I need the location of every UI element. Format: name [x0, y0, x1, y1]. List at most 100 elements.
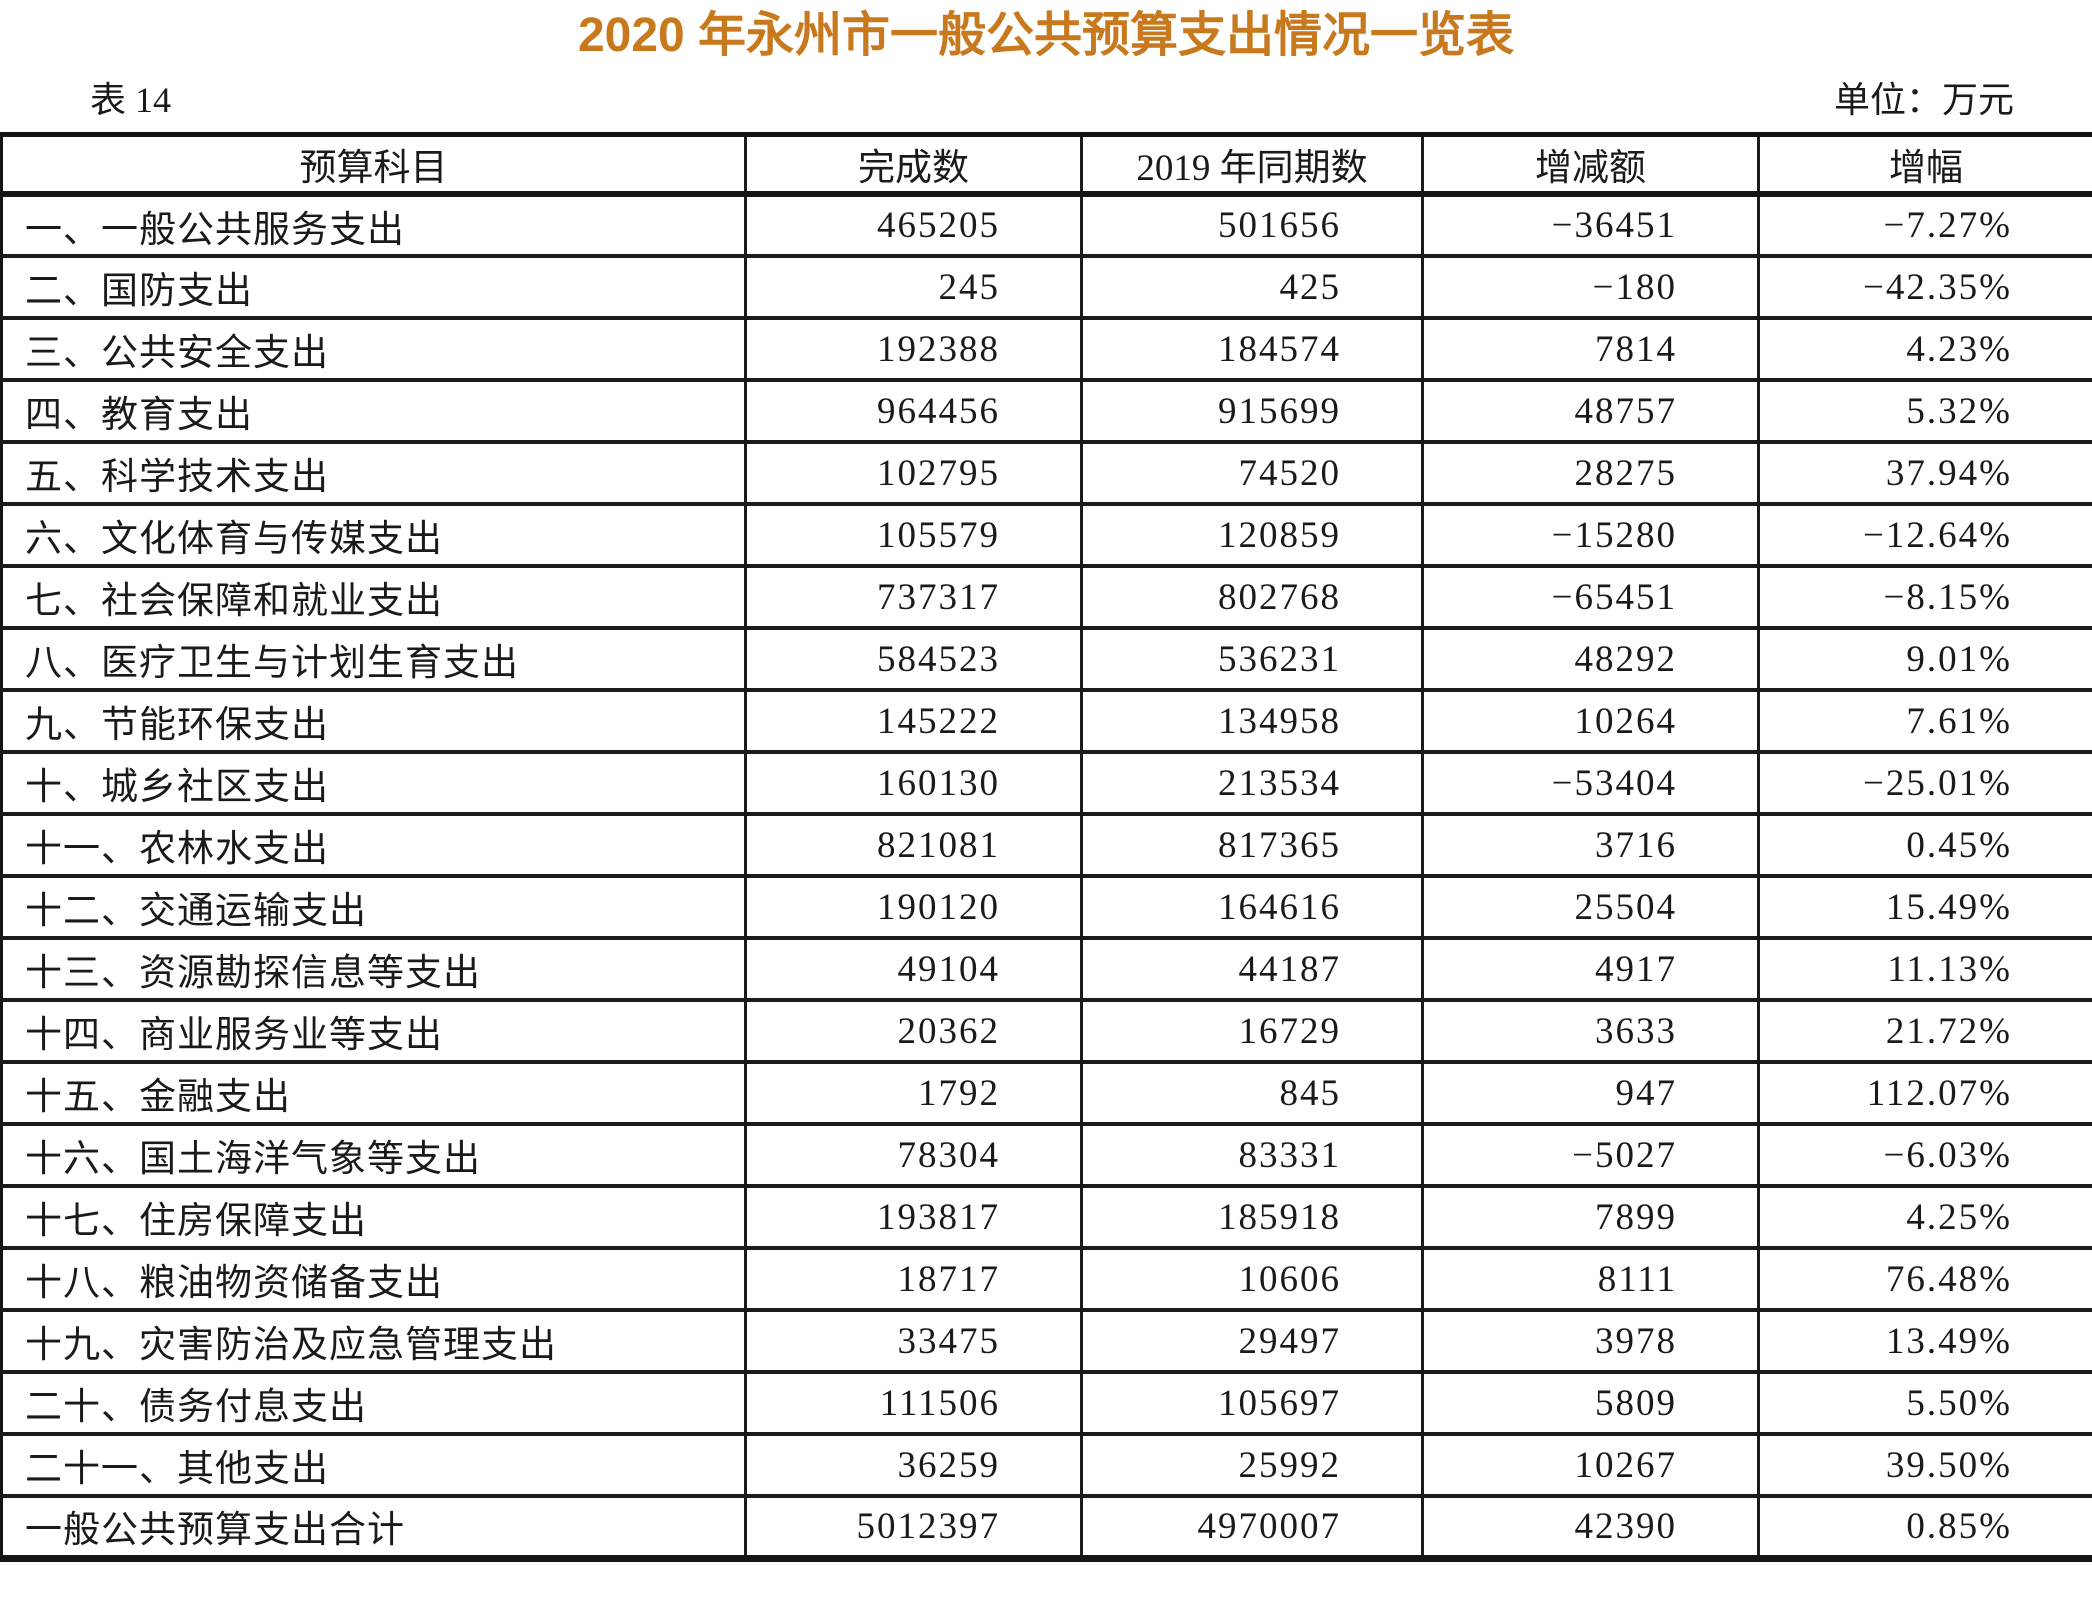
change-amount-cell: −65451: [1421, 566, 1759, 630]
table-row: 十二、交通运输支出 190120 164616 25504 15.49%: [1, 876, 2092, 940]
budget-subject-cell: 十四、商业服务业等支出: [1, 1000, 746, 1064]
change-rate-cell: 112.07%: [1757, 1062, 2092, 1126]
table-row: 十七、住房保障支出 193817 185918 7899 4.25%: [1, 1186, 2092, 1250]
change-amount-cell: −53404: [1421, 752, 1759, 816]
column-header-change-rate: 增幅: [1757, 134, 2092, 197]
table-row: 六、文化体育与传媒支出 105579 120859 −15280 −12.64%: [1, 504, 2092, 568]
table-row: 十五、金融支出 1792 845 947 112.07%: [1, 1062, 2092, 1126]
table-row: 十六、国土海洋气象等支出 78304 83331 −5027 −6.03%: [1, 1124, 2092, 1188]
budget-subject-cell: 十八、粮油物资储备支出: [1, 1248, 746, 1312]
change-amount-cell: 947: [1421, 1062, 1759, 1126]
prior-year-value-cell: 915699: [1080, 380, 1423, 444]
change-amount-cell: 10267: [1421, 1434, 1759, 1498]
table-number-label: 表 14: [90, 80, 172, 120]
change-rate-cell: 37.94%: [1757, 442, 2092, 506]
change-rate-cell: 0.45%: [1757, 814, 2092, 878]
change-rate-cell: −42.35%: [1757, 256, 2092, 320]
prior-year-value-cell: 802768: [1080, 566, 1423, 630]
budget-subject-cell: 二十、债务付息支出: [1, 1372, 746, 1436]
column-header-2019-same-period: 2019 年同期数: [1080, 134, 1423, 197]
column-header-change-amount: 增减额: [1421, 134, 1759, 197]
prior-year-value-cell: 213534: [1080, 752, 1423, 816]
budget-subject-cell: 二十一、其他支出: [1, 1434, 746, 1498]
change-amount-cell: 10264: [1421, 690, 1759, 754]
change-rate-cell: 7.61%: [1757, 690, 2092, 754]
table-row: 十三、资源勘探信息等支出 49104 44187 4917 11.13%: [1, 938, 2092, 1002]
completed-value-cell: 160130: [744, 752, 1082, 816]
change-rate-cell: 0.85%: [1757, 1496, 2092, 1558]
change-amount-cell: −15280: [1421, 504, 1759, 568]
completed-value-cell: 5012397: [744, 1496, 1082, 1558]
completed-value-cell: 33475: [744, 1310, 1082, 1374]
table-row: 二、国防支出 245 425 −180 −42.35%: [1, 256, 2092, 320]
change-rate-cell: 4.25%: [1757, 1186, 2092, 1250]
prior-year-value-cell: 105697: [1080, 1372, 1423, 1436]
change-rate-cell: 21.72%: [1757, 1000, 2092, 1064]
budget-subject-cell: 十五、金融支出: [1, 1062, 746, 1126]
prior-year-value-cell: 184574: [1080, 318, 1423, 382]
completed-value-cell: 102795: [744, 442, 1082, 506]
change-amount-cell: 7814: [1421, 318, 1759, 382]
change-rate-cell: 13.49%: [1757, 1310, 2092, 1374]
change-rate-cell: 5.50%: [1757, 1372, 2092, 1436]
table-row: 十八、粮油物资储备支出 18717 10606 8111 76.48%: [1, 1248, 2092, 1312]
change-amount-cell: 42390: [1421, 1496, 1759, 1558]
change-rate-cell: −8.15%: [1757, 566, 2092, 630]
budget-subject-cell: 六、文化体育与传媒支出: [1, 504, 746, 568]
budget-subject-cell: 九、节能环保支出: [1, 690, 746, 754]
budget-expenditure-table: 预算科目 完成数 2019 年同期数 增减额 增幅 一、一般公共服务支出 4652…: [0, 132, 2092, 1562]
change-amount-cell: 48757: [1421, 380, 1759, 444]
completed-value-cell: 18717: [744, 1248, 1082, 1312]
completed-value-cell: 190120: [744, 876, 1082, 940]
column-header-completed-amount: 完成数: [744, 134, 1082, 197]
change-rate-cell: −25.01%: [1757, 752, 2092, 816]
change-amount-cell: −180: [1421, 256, 1759, 320]
completed-value-cell: 1792: [744, 1062, 1082, 1126]
prior-year-value-cell: 164616: [1080, 876, 1423, 940]
table-row: 一、一般公共服务支出 465205 501656 −36451 −7.27%: [1, 194, 2092, 258]
prior-year-value-cell: 501656: [1080, 194, 1423, 258]
change-rate-cell: 5.32%: [1757, 380, 2092, 444]
budget-subject-cell: 十三、资源勘探信息等支出: [1, 938, 746, 1002]
table-row: 四、教育支出 964456 915699 48757 5.32%: [1, 380, 2092, 444]
change-amount-cell: 5809: [1421, 1372, 1759, 1436]
change-amount-cell: 7899: [1421, 1186, 1759, 1250]
change-amount-cell: 4917: [1421, 938, 1759, 1002]
table-row: 十九、灾害防治及应急管理支出 33475 29497 3978 13.49%: [1, 1310, 2092, 1374]
change-rate-cell: −12.64%: [1757, 504, 2092, 568]
page-title: 2020 年永州市一般公共预算支出情况一览表: [577, 9, 1515, 62]
prior-year-value-cell: 134958: [1080, 690, 1423, 754]
change-amount-cell: 3716: [1421, 814, 1759, 878]
completed-value-cell: 245: [744, 256, 1082, 320]
change-amount-cell: 28275: [1421, 442, 1759, 506]
budget-subject-cell: 五、科学技术支出: [1, 442, 746, 506]
prior-year-value-cell: 4970007: [1080, 1496, 1423, 1558]
change-amount-cell: 25504: [1421, 876, 1759, 940]
completed-value-cell: 111506: [744, 1372, 1082, 1436]
change-rate-cell: 4.23%: [1757, 318, 2092, 382]
unit-label: 单位：万元: [1833, 80, 2014, 120]
change-rate-cell: 15.49%: [1757, 876, 2092, 940]
change-amount-cell: −5027: [1421, 1124, 1759, 1188]
change-amount-cell: 48292: [1421, 628, 1759, 692]
change-amount-cell: 3978: [1421, 1310, 1759, 1374]
column-header-budget-subject: 预算科目: [1, 134, 746, 197]
change-rate-cell: 11.13%: [1757, 938, 2092, 1002]
prior-year-value-cell: 74520: [1080, 442, 1423, 506]
prior-year-value-cell: 817365: [1080, 814, 1423, 878]
completed-value-cell: 737317: [744, 566, 1082, 630]
change-amount-cell: 3633: [1421, 1000, 1759, 1064]
prior-year-value-cell: 16729: [1080, 1000, 1423, 1064]
completed-value-cell: 20362: [744, 1000, 1082, 1064]
budget-subject-cell: 七、社会保障和就业支出: [1, 566, 746, 630]
budget-subject-cell: 八、医疗卫生与计划生育支出: [1, 628, 746, 692]
prior-year-value-cell: 10606: [1080, 1248, 1423, 1312]
budget-subject-cell: 一般公共预算支出合计: [25, 1510, 405, 1552]
completed-value-cell: 584523: [744, 628, 1082, 692]
completed-value-cell: 192388: [744, 318, 1082, 382]
budget-subject-cell: 十、城乡社区支出: [1, 752, 746, 816]
table-row: 七、社会保障和就业支出 737317 802768 −65451 −8.15%: [1, 566, 2092, 630]
change-amount-cell: 8111: [1421, 1248, 1759, 1312]
prior-year-value-cell: 845: [1080, 1062, 1423, 1126]
